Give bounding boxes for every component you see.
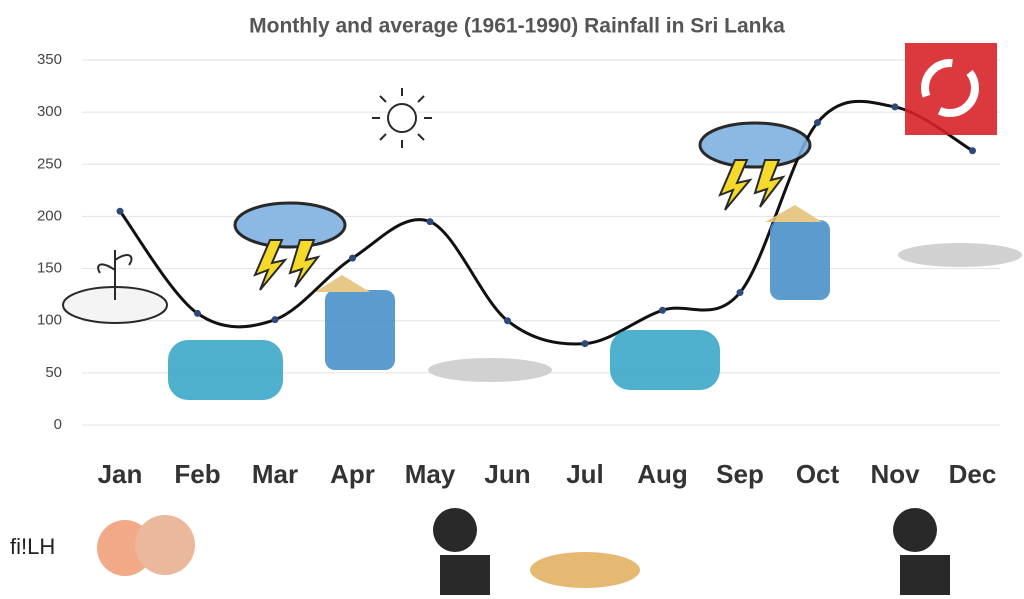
y-tick-label: 0 (54, 416, 62, 433)
x-tick-label: Oct (796, 459, 840, 489)
cyclone-sign (905, 43, 997, 135)
x-tick-label: Aug (637, 459, 688, 489)
data-point (116, 207, 124, 215)
y-tick-label: 250 (37, 155, 62, 172)
data-point (814, 119, 821, 127)
data-point (426, 218, 434, 226)
x-tick-label: Dec (949, 459, 997, 489)
x-tick-label: Feb (174, 459, 220, 489)
storm-cloud (233, 201, 347, 291)
y-tick-label: 50 (45, 364, 62, 381)
x-tick-label: Nov (870, 459, 920, 489)
dry-soil (62, 250, 168, 324)
storm-cloud (698, 121, 812, 211)
sun (372, 88, 432, 148)
y-tick-label: 350 (37, 51, 62, 68)
x-tick-label: Jun (484, 459, 530, 489)
data-point (504, 317, 511, 325)
farmers (168, 205, 830, 400)
x-tick-label: Jan (98, 459, 143, 489)
y-tick-label: 150 (37, 260, 62, 277)
data-point (891, 103, 899, 111)
x-tick-label: May (405, 459, 456, 489)
wind-men (428, 243, 1022, 382)
data-point (194, 309, 201, 317)
data-point (271, 316, 279, 324)
x-tick-label: Apr (330, 459, 375, 489)
data-point (969, 147, 976, 155)
y-tick-label: 100 (37, 312, 62, 329)
chart-title: Monthly and average (1961-1990) Rainfall… (249, 15, 785, 38)
data-point (659, 306, 666, 314)
x-tick-label: Jul (566, 459, 604, 489)
illustrations (62, 43, 1022, 595)
y-tick-label: 200 (37, 207, 62, 224)
x-tick-label: Sep (716, 459, 764, 489)
y-tick-label: 300 (37, 103, 62, 120)
data-point (581, 340, 589, 348)
annotation: fi!LH (10, 534, 55, 559)
bottom-icons (97, 508, 950, 595)
data-point (736, 289, 744, 297)
data-point (349, 254, 356, 262)
x-tick-label: Mar (252, 459, 298, 489)
